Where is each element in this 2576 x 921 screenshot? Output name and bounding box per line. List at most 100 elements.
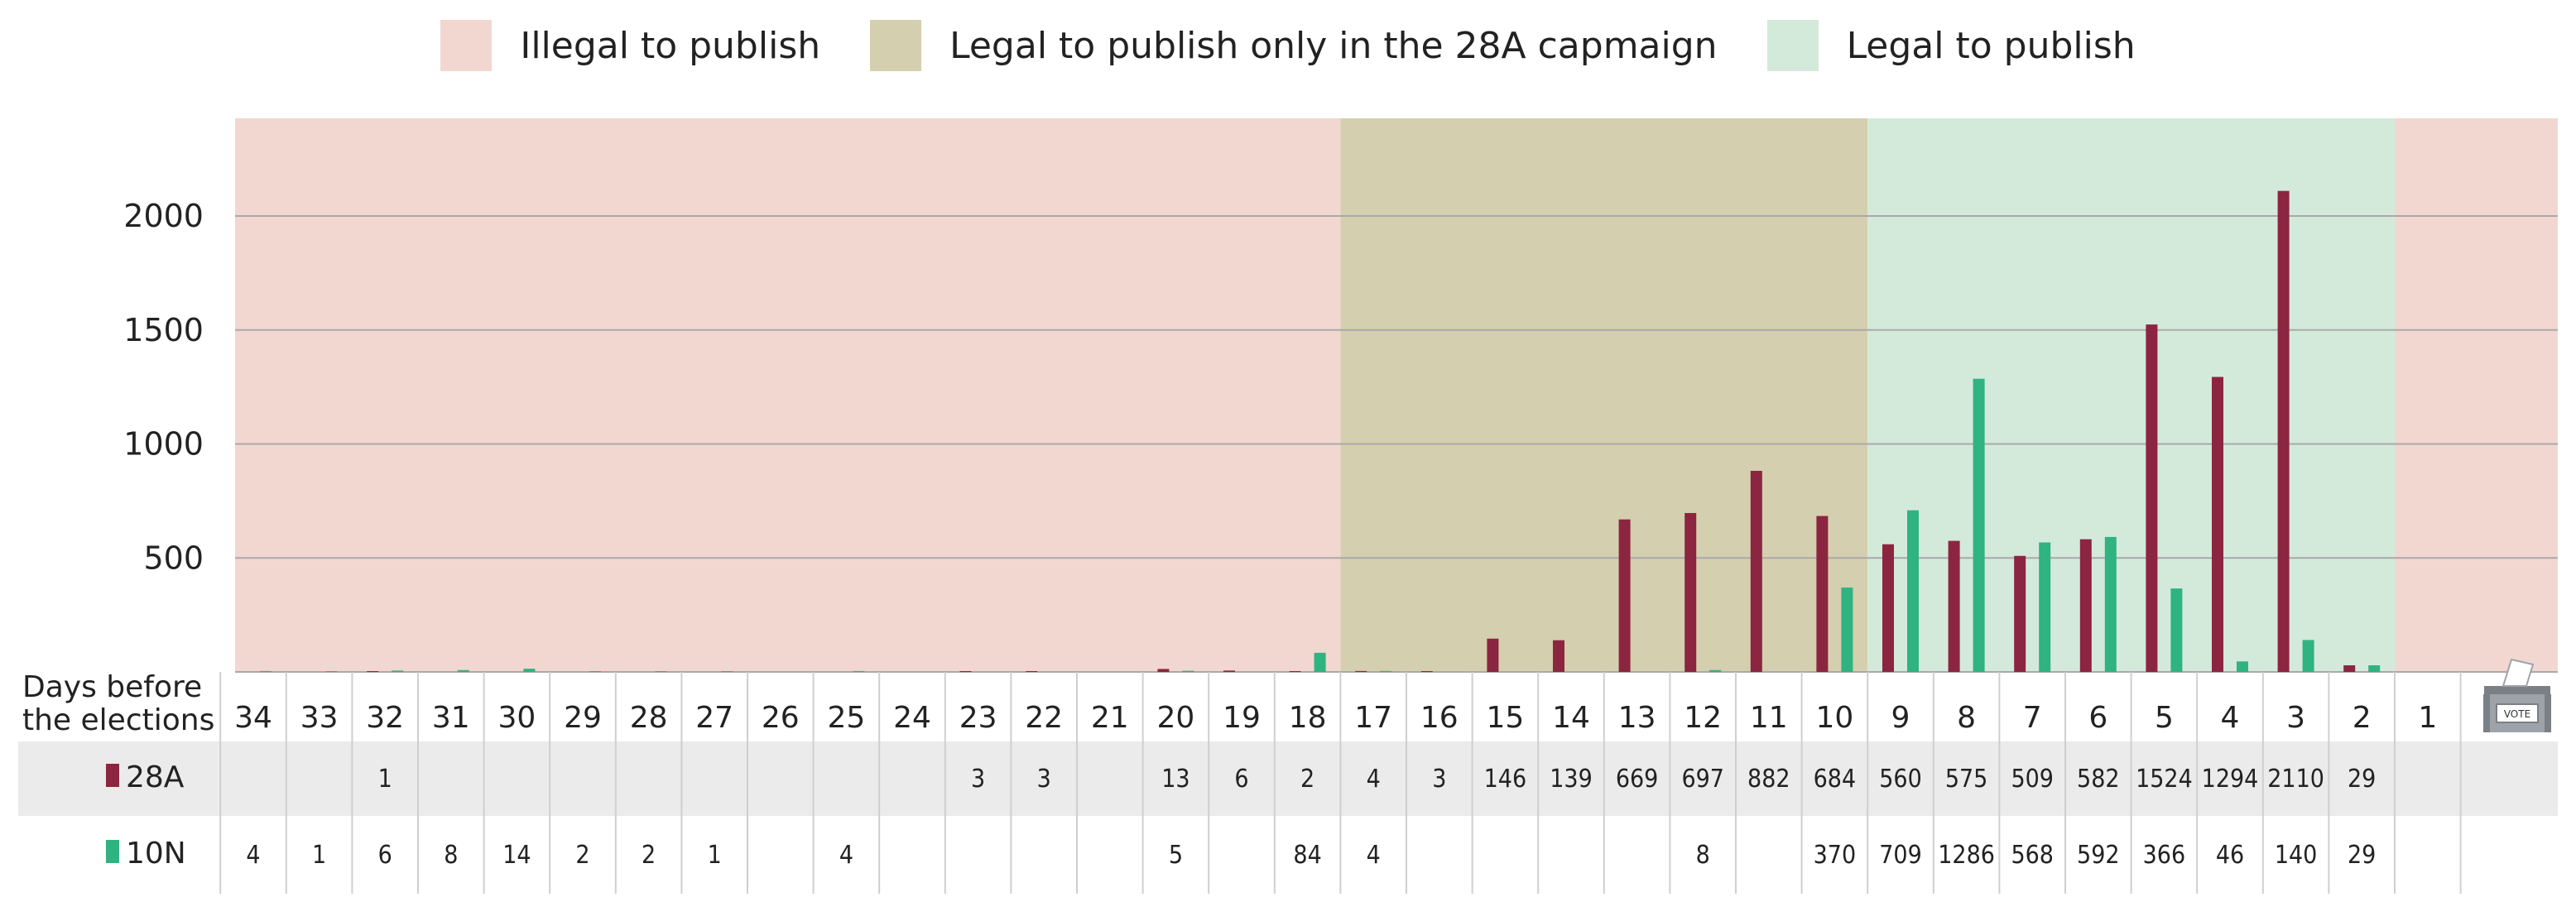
legend-label-legal: Legal to publish [1846,24,2136,67]
day-label: 34 [234,701,272,735]
day-label: 22 [1025,701,1063,735]
day-label: 14 [1552,701,1590,735]
legend-label-illegal: Illegal to publish [520,24,821,67]
day-label: 10 [1815,701,1853,735]
cell-value: 1286 [1938,841,1995,870]
bar-10N [853,670,865,672]
day-label: 16 [1420,701,1459,735]
day-label: 17 [1354,701,1392,735]
cell-value: 4 [1367,765,1381,794]
day-label: 23 [959,701,997,735]
bar-10N [260,670,272,672]
y-tick-label: 1500 [123,312,204,348]
cell-value: 2 [642,841,656,870]
bar-28A [1816,516,1829,672]
cell-value: 669 [1616,765,1659,794]
bar-28A [1684,512,1697,672]
row-title-28A: 28A [126,760,185,794]
bar-28A [2079,539,2092,672]
legend-item-only-28a: Legal to publish only in the 28A capmaig… [870,20,1718,71]
bar-28A [367,671,379,672]
day-label: 5 [2155,701,2174,735]
bar-28A [1026,671,1038,672]
day-label: 7 [2023,701,2042,735]
day-label: 32 [366,701,404,735]
cell-value: 1 [378,765,392,794]
bar-10N [655,671,667,672]
cell-value: 1294 [2202,765,2259,794]
cell-value: 8 [1696,841,1710,870]
day-label: 24 [893,701,931,735]
day-label: 29 [564,701,602,735]
row-swatch-28A [106,764,119,787]
day-label: 28 [630,701,668,735]
day-label: 3 [2286,701,2305,735]
grid-lines [235,215,2558,673]
bar-28A [2212,377,2223,672]
day-label: 12 [1684,701,1722,735]
bar-10N [1841,588,1853,672]
period-band [1867,118,2395,672]
cell-value: 29 [2348,765,2376,794]
cell-value: 3 [971,765,985,794]
bar-10N [392,670,404,672]
y-tick-label: 1000 [123,426,204,463]
bar-28A [1157,669,1170,672]
day-label: 18 [1289,701,1327,735]
cell-value: 5 [1169,841,1183,870]
bar-10N [1709,669,1722,672]
x-axis-label-line2: the elections [22,703,214,737]
ballot-box-label: VOTE [2504,708,2530,720]
bar-10N [325,671,338,672]
cell-value: 709 [1879,841,1922,870]
day-label: 27 [695,701,733,735]
day-label: 21 [1091,701,1129,735]
bar-28A [1553,640,1564,672]
cell-value: 4 [839,841,853,870]
cell-value: 6 [378,841,392,870]
cell-value: 1 [708,841,722,870]
y-tick-label: 500 [143,540,204,576]
day-label: 8 [1957,701,1976,735]
day-label: 6 [2088,701,2107,735]
cell-value: 46 [2216,841,2244,870]
day-label: 19 [1223,701,1261,735]
bar-28A [959,671,972,672]
cell-value: 139 [1550,765,1593,794]
bar-28A [2277,190,2290,672]
bar-10N [1182,670,1194,672]
day-label: 1 [2418,701,2437,735]
day-label: 9 [1891,701,1910,735]
period-band [235,118,1341,672]
day-label: 25 [827,701,865,735]
y-tick-label: 2000 [123,198,204,234]
cell-value: 8 [444,841,458,870]
y-axis-ticks: 500 1000 1500 2000 [123,198,204,576]
day-label: 31 [432,701,470,735]
bars [260,190,2381,672]
row-band-28a [18,741,2558,816]
cell-value: 140 [2275,841,2318,870]
bar-10N [589,671,601,672]
bar-28A [1882,544,1894,672]
cell-value: 370 [1814,841,1857,870]
bar-28A [2343,665,2356,672]
bar-10N [523,669,536,672]
cell-value: 3 [1432,765,1446,794]
x-axis-label-line1: Days before [22,670,202,704]
bar-10N [2368,665,2381,672]
cell-value: 509 [2011,765,2054,794]
cell-value: 3 [1037,765,1051,794]
bar-28A [1355,670,1367,672]
cell-value: 2 [1300,765,1314,794]
cell-value: 684 [1814,765,1857,794]
bar-28A [1420,671,1433,672]
period-backgrounds [235,118,2558,672]
period-band [2395,118,2558,672]
bar-10N [721,671,733,672]
bar-10N [1380,670,1392,672]
bar-28A [1750,471,1762,672]
day-label: 11 [1750,701,1788,735]
bar-10N [2302,640,2314,672]
